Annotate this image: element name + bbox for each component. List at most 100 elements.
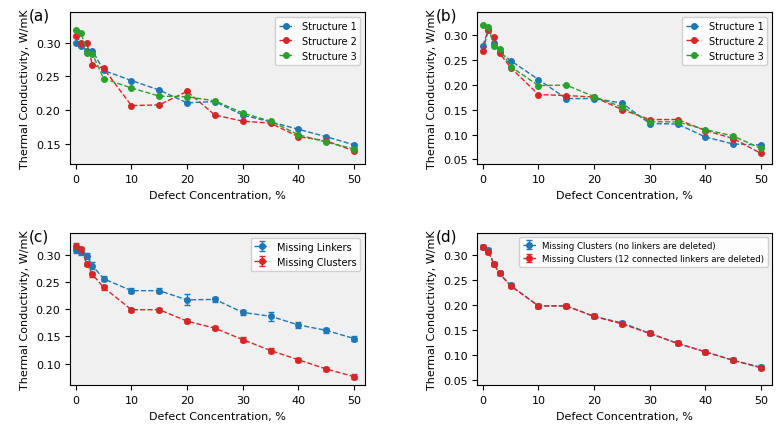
Structure 3 [495, 47, 504, 52]
Structure 3 [294, 133, 303, 138]
X-axis label: Defect Concentration, %: Defect Concentration, % [149, 191, 286, 200]
Y-axis label: Thermal Conductivity, W/mK: Thermal Conductivity, W/mK [20, 230, 30, 389]
Structure 2 [71, 34, 80, 39]
Structure 1 [478, 44, 488, 49]
Structure 3 [183, 95, 192, 100]
Line: Structure 2: Structure 2 [480, 28, 764, 157]
Structure 1 [484, 28, 493, 33]
Structure 1 [88, 49, 98, 54]
Structure 1 [211, 100, 220, 105]
Structure 2 [211, 113, 220, 118]
Structure 3 [506, 65, 516, 70]
Legend: Structure 1, Structure 2, Structure 3: Structure 1, Structure 2, Structure 3 [682, 18, 768, 65]
Structure 3 [700, 127, 710, 133]
Structure 3 [617, 105, 626, 110]
Structure 2 [673, 118, 682, 123]
Structure 1 [729, 142, 738, 147]
Structure 1 [82, 49, 91, 54]
X-axis label: Defect Concentration, %: Defect Concentration, % [556, 191, 693, 200]
Structure 2 [294, 135, 303, 140]
Structure 3 [478, 23, 488, 28]
Structure 1 [183, 101, 192, 106]
Y-axis label: Thermal Conductivity, W/mK: Thermal Conductivity, W/mK [427, 10, 438, 169]
Structure 3 [266, 119, 275, 124]
Structure 1 [757, 143, 766, 148]
Structure 2 [321, 139, 331, 144]
Structure 2 [238, 119, 247, 124]
Structure 2 [495, 51, 504, 57]
Y-axis label: Thermal Conductivity, W/mK: Thermal Conductivity, W/mK [427, 230, 438, 389]
Structure 3 [562, 83, 571, 88]
Line: Structure 1: Structure 1 [73, 42, 356, 148]
Structure 3 [82, 51, 91, 57]
Structure 2 [349, 149, 359, 154]
Structure 1 [590, 97, 599, 102]
Structure 3 [489, 44, 498, 49]
X-axis label: Defect Concentration, %: Defect Concentration, % [556, 411, 693, 420]
Structure 1 [617, 101, 626, 106]
Structure 1 [321, 135, 331, 140]
Legend: Structure 1, Structure 2, Structure 3: Structure 1, Structure 2, Structure 3 [275, 18, 360, 65]
Structure 1 [673, 122, 682, 127]
Structure 2 [534, 93, 543, 98]
Structure 2 [183, 89, 192, 95]
Structure 3 [154, 94, 164, 99]
Structure 2 [562, 94, 571, 99]
Structure 1 [71, 42, 80, 47]
Structure 2 [484, 28, 493, 33]
Structure 1 [495, 50, 504, 56]
Structure 2 [266, 121, 275, 127]
Line: Structure 2: Structure 2 [73, 34, 356, 154]
Structure 1 [349, 143, 359, 148]
Structure 3 [88, 53, 98, 58]
Structure 2 [99, 67, 108, 72]
Structure 1 [489, 41, 498, 46]
Structure 2 [645, 118, 654, 123]
Structure 2 [489, 35, 498, 41]
Structure 1 [266, 120, 275, 125]
Structure 1 [154, 88, 164, 93]
Structure 3 [534, 84, 543, 89]
Structure 3 [71, 29, 80, 34]
Structure 2 [757, 152, 766, 157]
Text: (c): (c) [29, 229, 49, 244]
Structure 3 [211, 99, 220, 104]
Structure 2 [154, 103, 164, 108]
Structure 3 [349, 147, 359, 152]
Structure 3 [484, 25, 493, 31]
Legend: Missing Linkers, Missing Clusters: Missing Linkers, Missing Clusters [250, 238, 360, 271]
Structure 2 [700, 129, 710, 134]
Structure 2 [126, 104, 136, 109]
Structure 3 [757, 147, 766, 152]
Line: Structure 3: Structure 3 [480, 23, 764, 152]
Structure 1 [76, 44, 86, 49]
Line: Structure 1: Structure 1 [480, 28, 764, 148]
Structure 2 [729, 137, 738, 142]
Structure 1 [645, 122, 654, 127]
Structure 2 [88, 63, 98, 68]
Structure 1 [126, 79, 136, 84]
Structure 1 [534, 78, 543, 83]
Structure 2 [590, 95, 599, 100]
Structure 3 [76, 32, 86, 37]
Structure 3 [645, 120, 654, 125]
Structure 2 [506, 66, 516, 71]
Structure 1 [700, 135, 710, 140]
Structure 1 [294, 127, 303, 133]
Structure 2 [76, 41, 86, 46]
X-axis label: Defect Concentration, %: Defect Concentration, % [149, 411, 286, 420]
Text: (d): (d) [436, 229, 457, 244]
Structure 3 [99, 77, 108, 82]
Structure 3 [321, 140, 331, 145]
Structure 2 [82, 42, 91, 47]
Structure 3 [238, 111, 247, 117]
Structure 1 [99, 69, 108, 74]
Structure 3 [673, 120, 682, 125]
Legend: Missing Clusters (no linkers are deleted), Missing Clusters (12 connected linker: Missing Clusters (no linkers are deleted… [519, 238, 768, 267]
Structure 2 [617, 108, 626, 113]
Text: (a): (a) [29, 9, 50, 24]
Structure 3 [729, 134, 738, 139]
Structure 1 [562, 97, 571, 102]
Y-axis label: Thermal Conductivity, W/mK: Thermal Conductivity, W/mK [20, 10, 30, 169]
Text: (b): (b) [436, 9, 457, 24]
